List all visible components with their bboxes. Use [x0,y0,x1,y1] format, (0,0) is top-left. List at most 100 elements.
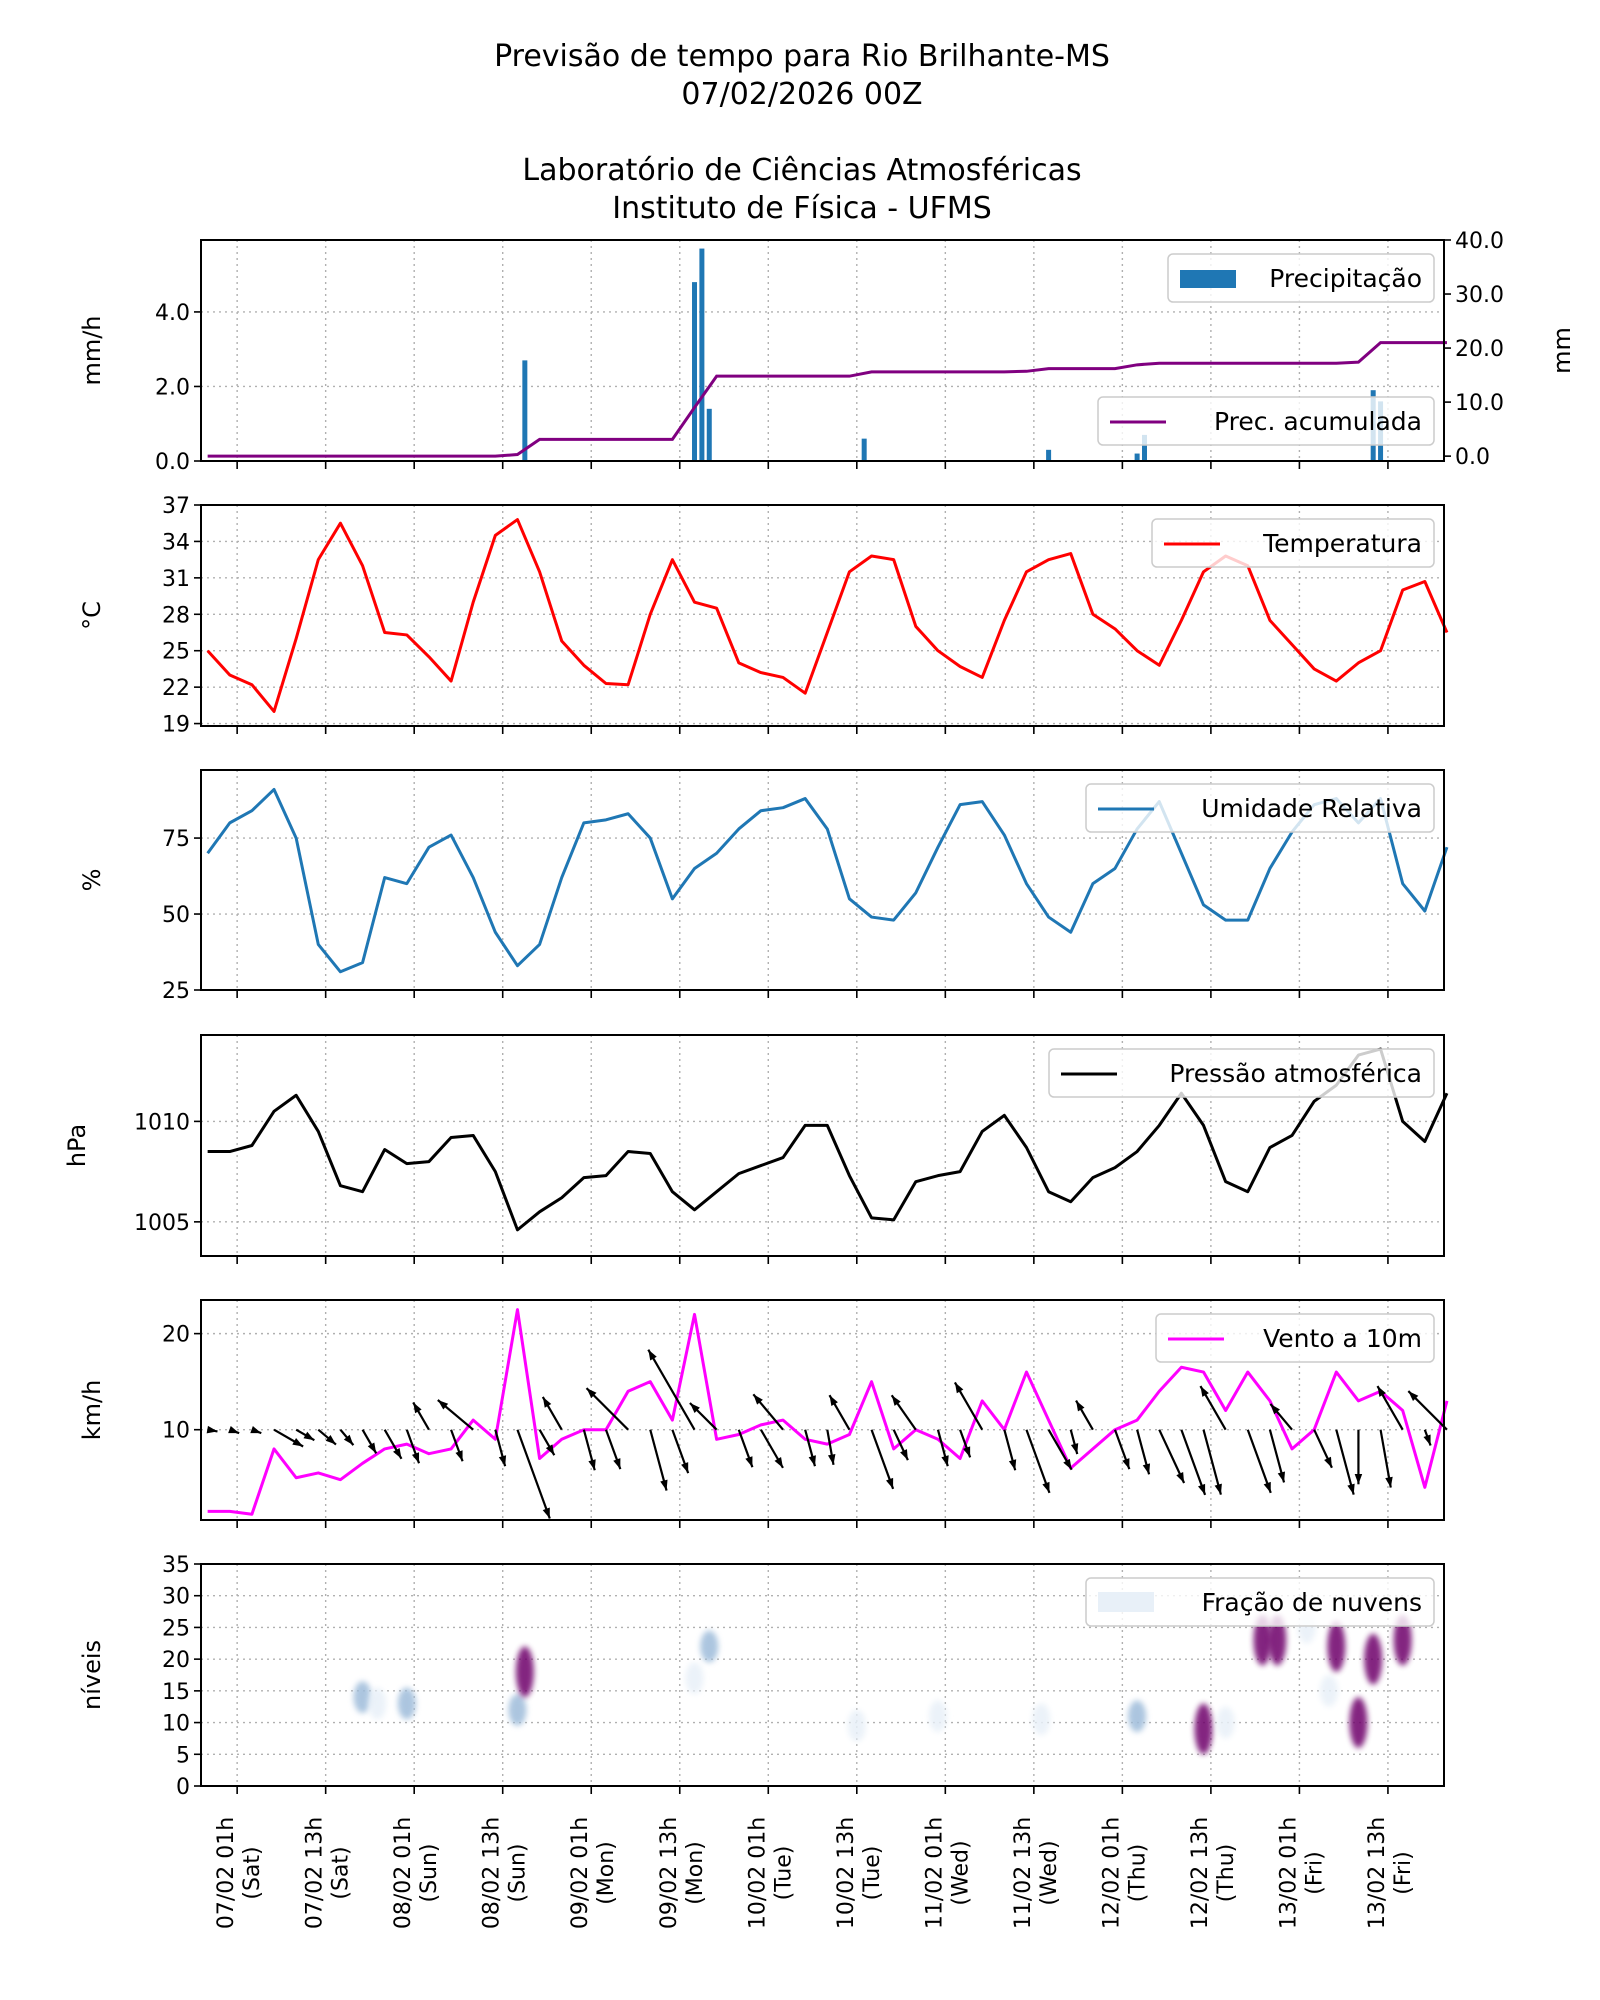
wind-vector-arrow [273,1428,304,1448]
x-tick-weekday: (Sat) [240,1846,265,1899]
wind-vector-arrow [1113,1429,1131,1470]
y2-tick-label: 0.0 [1455,445,1490,470]
legend-label: Prec. acumulada [1214,407,1422,436]
y-tick-label: 0 [176,1775,190,1800]
axes-frame [200,239,1445,462]
x-tick-date: 10/02 13h [834,1817,859,1929]
wind-vector-arrow [1047,1429,1073,1471]
x-tick-label: 08/02 01h (Sun) [391,1817,442,1929]
figure-title-line-2: 07/02/2026 00Z [681,77,922,112]
legend-swatch [1180,270,1236,288]
y-tick-label: 20 [162,1323,190,1348]
axes-frame [200,1034,1445,1257]
x-tick-label: 10/02 01h (Tue) [745,1817,796,1929]
y-axis-label: níveis [78,1640,106,1710]
y2-tick-label: 40.0 [1455,229,1504,254]
cloud-fraction-panel: 0 5 10 15 20 25 30 35 níveis Fração de nuvens [78,1553,1445,1800]
y-tick-label: 19 [162,713,190,738]
wind-vector-arrow [826,1429,836,1466]
x-tick-weekday: (Mon) [594,1841,619,1905]
y-tick-label: 10 [162,1419,190,1444]
y-tick-label: 1010 [134,1110,190,1135]
wind-vector-arrow [538,1429,556,1456]
y2-tick-label: 20.0 [1455,337,1504,362]
x-tick-weekday: (Thu) [1214,1844,1239,1903]
y-tick-label: 4.0 [155,301,190,326]
x-tick-weekday: (Tue) [860,1846,885,1901]
y-tick-label: 1005 [134,1211,190,1236]
x-tick-weekday: (Sun) [417,1843,442,1902]
legend: Umidade Relativa [1085,783,1435,833]
legend-label: Fração de nuvens [1202,1588,1422,1617]
cloud-fraction-cell [700,1630,719,1663]
wind-vector-arrow [383,1429,403,1460]
wind-vector-arrow [1246,1429,1272,1494]
x-tick-label: 11/02 13h (Wed) [1011,1817,1062,1929]
x-tick-label: 13/02 13h (Fri) [1365,1817,1416,1929]
pressure-panel: 1005 1010 hPa Pressão atmosférica [63,1034,1449,1264]
legend: Vento a 10m [1155,1313,1435,1363]
wind-vector-arrow [206,1425,218,1434]
x-tick-date: 09/02 01h [568,1817,593,1929]
x-tick-weekday: (Thu) [1125,1844,1150,1903]
wind-vector-arrow [412,1401,430,1431]
humidity-line [206,787,1449,974]
x-tick-weekday: (Fri) [1302,1851,1327,1894]
y2-tick-label: 30.0 [1455,283,1504,308]
figure-title-line-3: Laboratório de Ciências Atmosféricas [522,153,1081,188]
y-axis-label: °C [78,601,106,630]
axes-frame [200,504,1445,727]
wind-vector-arrow [516,1429,551,1519]
wind-vector-arrow [671,1429,690,1474]
wind-vector-arrow [1069,1429,1079,1455]
x-tick-date: 12/02 13h [1188,1817,1213,1929]
wind-vector-arrow [1376,1385,1404,1431]
y-tick-label: 35 [162,1553,190,1578]
wind-vector-arrow [1407,1390,1448,1431]
x-tick-date: 12/02 01h [1099,1817,1124,1929]
precipitation-bar [522,360,528,461]
cloud-fraction-cell [847,1709,866,1742]
x-tick-label: 09/02 13h (Mon) [657,1817,708,1929]
precipitation-bar [1046,449,1052,461]
x-tick-label: 12/02 01h (Thu) [1099,1817,1150,1929]
x-tick-weekday: (Wed) [1037,1840,1062,1905]
y-tick-label: 20 [162,1648,190,1673]
y-tick-label: 22 [162,676,190,701]
wind-vector-arrow [1199,1385,1227,1431]
figure-title-line-1: Previsão de tempo para Rio Brilhante-MS [494,39,1110,74]
cloud-fraction-cell [685,1662,704,1695]
wind-vector-arrow [1136,1429,1151,1475]
wind-vector-arrow [1180,1429,1207,1496]
x-tick-weekday: (Mon) [683,1841,708,1905]
x-tick-date: 10/02 01h [745,1817,770,1929]
cloud-fraction-cell [1393,1614,1412,1666]
wind-vector-arrow [1075,1400,1094,1431]
cloud-fraction-cell [397,1687,416,1720]
legend-box [1167,253,1435,303]
precipitation-bar [692,282,698,461]
x-tick-weekday: (Wed) [948,1840,973,1905]
legend-label: Vento a 10m [1263,1324,1422,1353]
y-tick-label: 37 [162,494,190,519]
wind-vector-arrow [870,1429,895,1490]
wind-vector-arrow [405,1429,421,1464]
wind-vector-arrow [1335,1429,1355,1495]
x-tick-label: 11/02 01h (Wed) [922,1817,973,1929]
y-axis-label: km/h [78,1380,106,1441]
x-tick-weekday: (Sun) [506,1843,531,1902]
wind-vector-arrow [890,1394,917,1431]
legend-box [1085,783,1435,833]
wind-vector-arrow [1313,1429,1333,1469]
axes-frame [200,769,1445,991]
wind-vector-arrow [1158,1429,1186,1484]
wind-vector-arrow [582,1429,596,1471]
y-tick-label: 15 [162,1680,190,1705]
x-tick-label: 07/02 13h (Sat) [303,1817,354,1929]
y-axis-label: hPa [63,1124,91,1167]
wind-vector-arrow [250,1426,262,1435]
x-tick-date: 11/02 13h [1011,1817,1036,1929]
precipitation-bar [699,248,705,461]
wind-vector-arrow [828,1394,851,1431]
x-tick-weekday: (Fri) [1391,1851,1416,1894]
